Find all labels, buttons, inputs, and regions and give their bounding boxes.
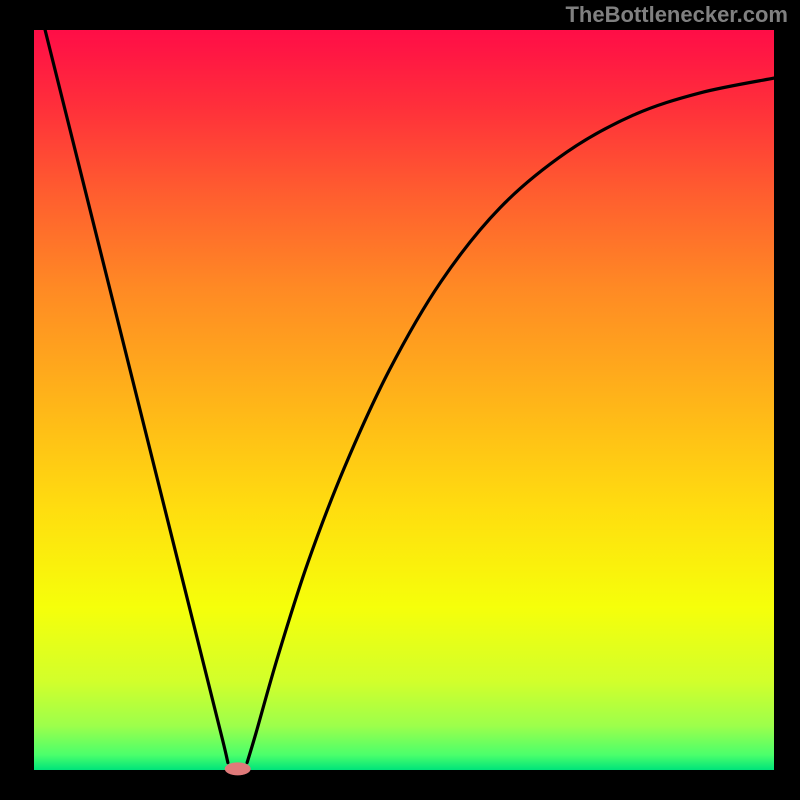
background-gradient xyxy=(34,30,774,770)
plot-area xyxy=(34,30,774,770)
watermark-text: TheBottlenecker.com xyxy=(565,2,788,28)
optimal-marker xyxy=(224,762,251,775)
chart-container: TheBottlenecker.com xyxy=(0,0,800,800)
